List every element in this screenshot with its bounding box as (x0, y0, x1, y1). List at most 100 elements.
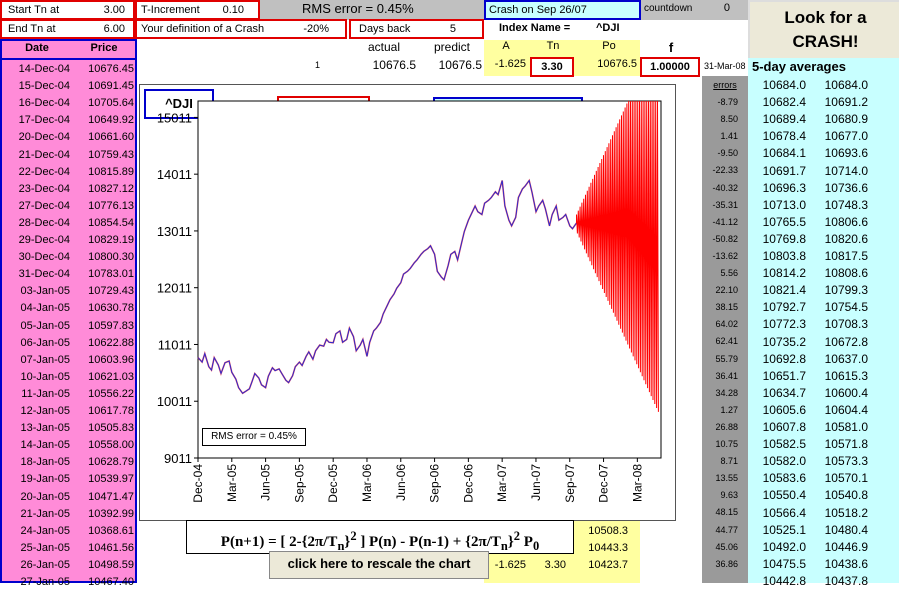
end-tn-label: End Tn at (8, 23, 56, 35)
price-cell: 10622.88 (88, 336, 134, 349)
average-predict: 10581.0 (824, 420, 868, 434)
x-tick-label: Jun-05 (259, 464, 273, 501)
price-cell: 10621.03 (88, 370, 134, 383)
bottom-predict-3: 10423.7 (588, 559, 628, 571)
average-actual: 10821.4 (762, 283, 806, 298)
start-tn-value[interactable]: 3.00 (103, 4, 125, 16)
y-tick-label: 9011 (164, 451, 192, 466)
a-header: A (484, 40, 528, 58)
average-actual: 10792.7 (762, 300, 806, 315)
average-predict: 10708.3 (824, 317, 868, 332)
crash-definition-value[interactable]: -20% (303, 23, 329, 35)
bottom-tn-3: 3.30 (544, 559, 566, 571)
date-cell: 23-Dec-04 (18, 182, 70, 195)
table-row: 16-Dec-04 10705.64 (2, 95, 135, 112)
price-cell: 10617.78 (88, 405, 134, 417)
average-predict: 10446.9 (824, 539, 868, 554)
error-value: 8.71 (720, 456, 738, 467)
date-cell: 29-Dec-04 (18, 234, 70, 246)
error-value: -9.50 (717, 148, 738, 159)
date-cell: 07-Jan-05 (20, 353, 70, 366)
average-predict: 10480.4 (824, 522, 868, 537)
average-actual: 10605.6 (762, 402, 806, 417)
crash-definition-field[interactable]: Your definition of a Crash -20% (135, 19, 347, 39)
calc-predict-value: 10676.5 (438, 58, 482, 72)
average-predict: 10540.8 (824, 488, 868, 503)
price-cell: 10729.43 (88, 285, 134, 298)
look-for-crash-button[interactable]: Look for a CRASH! (748, 0, 899, 66)
average-predict: 10600.4 (824, 385, 868, 400)
bottom-predict-2: 10443.3 (588, 542, 628, 554)
average-actual: 10607.8 (762, 420, 806, 434)
error-value: 34.28 (715, 387, 738, 398)
price-cell: 10539.97 (88, 473, 134, 486)
average-predict: 10817.5 (824, 249, 868, 263)
crash-definition-label: Your definition of a Crash (141, 23, 265, 35)
list-item: 10566.4 10518.2 (748, 505, 899, 522)
list-item: 10634.7 10600.4 (748, 385, 899, 402)
error-value: 62.41 (715, 336, 738, 347)
t-increment-field[interactable]: T-Increment 0.10 (135, 0, 260, 20)
date-cell: 18-Jan-05 (20, 456, 70, 469)
price-cell: 10628.79 (88, 456, 134, 469)
date-cell: 27-Dec-04 (18, 199, 70, 212)
start-tn-field[interactable]: Start Tn at 3.00 (0, 0, 135, 20)
errors-column: errors -8.79 8.50 1.41 -9.50 -22.33 -40.32 -35… (702, 76, 748, 583)
list-item: 10814.2 10808.6 (748, 265, 899, 282)
days-back-value[interactable]: 5 (449, 23, 456, 35)
days-back-field[interactable]: Days back 5 (349, 19, 484, 39)
bottom-a-3: -1.625 (494, 559, 526, 571)
end-tn-value[interactable]: 6.00 (103, 23, 125, 35)
date-cell: 04-Jan-05 (20, 302, 70, 315)
date-cell: 31-Dec-04 (18, 268, 70, 281)
price-cell: 10556.22 (88, 387, 134, 400)
average-predict: 10799.3 (824, 283, 868, 298)
five-day-header: 5-day averages (752, 59, 846, 74)
index-name-value[interactable]: ^DJI (596, 22, 620, 34)
date-cell: 21-Jan-05 (20, 507, 70, 520)
list-item: 10792.7 10754.5 (748, 299, 899, 316)
list-item: 10651.7 10615.3 (748, 368, 899, 385)
five-day-averages-table: 5-day averages 10684.0 10684.0 10682.4 1069… (748, 58, 899, 588)
average-actual: 10651.7 (762, 368, 806, 383)
average-predict: 10748.3 (824, 197, 868, 212)
date-cell: 20-Jan-05 (20, 490, 70, 503)
rms-note: RMS error = 0.45% (211, 431, 297, 442)
list-item: 10691.7 10714.0 (748, 163, 899, 180)
date-cell: 14-Dec-04 (18, 63, 70, 75)
prediction-chart: ^DJI Prediction Crash on Sep 26/07 90111… (139, 84, 676, 521)
table-row: 22-Dec-04 10815.89 (2, 164, 135, 181)
date-cell: 22-Dec-04 (18, 165, 70, 178)
price-cell: 10800.30 (88, 251, 134, 264)
average-predict: 10518.2 (824, 505, 868, 520)
date-cell: 12-Jan-05 (20, 405, 70, 417)
price-header: Price (90, 42, 118, 54)
errors-header: errors (713, 80, 737, 90)
average-actual: 10442.8 (762, 573, 806, 588)
table-row: 06-Jan-05 10622.88 (2, 335, 135, 352)
calc-f-value[interactable]: 1.00000 (640, 57, 700, 77)
average-predict: 10437.8 (824, 573, 868, 588)
crash-button-line2: CRASH! (792, 32, 859, 51)
x-tick-label: Sep-05 (292, 464, 306, 503)
x-tick-label: Jun-06 (394, 464, 408, 501)
list-item: 10684.1 10693.6 (748, 145, 899, 162)
list-item: 10583.6 10570.1 (748, 470, 899, 487)
average-predict: 10806.6 (824, 214, 868, 229)
table-row: 21-Jan-05 10392.99 (2, 506, 135, 523)
calc-tn-value[interactable]: 3.30 (530, 57, 574, 77)
t-increment-value[interactable]: 0.10 (222, 4, 244, 16)
average-predict: 10691.2 (824, 95, 868, 110)
average-actual: 10550.4 (762, 488, 806, 503)
table-row: 25-Jan-05 10461.56 (2, 540, 135, 557)
tn-header: Tn (528, 40, 578, 58)
x-tick-label: Jun-07 (529, 464, 543, 501)
price-cell: 10827.12 (88, 182, 134, 195)
list-item: 10772.3 10708.3 (748, 316, 899, 333)
date-header: Date (25, 42, 49, 54)
rms-error-display: RMS error = 0.45% (260, 0, 484, 20)
rescale-chart-button[interactable]: click here to rescale the chart (269, 551, 489, 579)
price-cell: 10676.45 (88, 63, 134, 75)
error-value: 55.79 (715, 353, 738, 364)
end-tn-field[interactable]: End Tn at 6.00 (0, 19, 135, 39)
